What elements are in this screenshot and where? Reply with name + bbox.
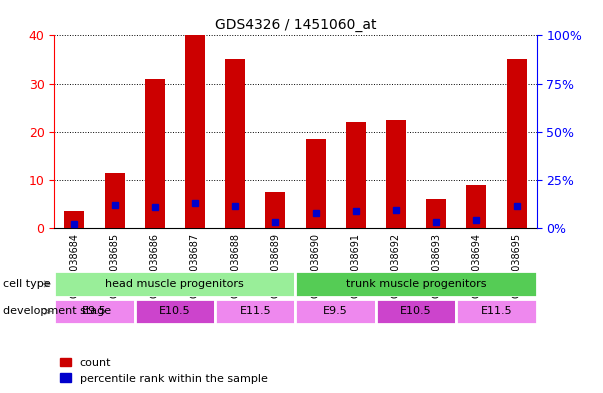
Bar [265,192,285,228]
Legend: count, percentile rank within the sample: count, percentile rank within the sample [60,358,268,384]
Bar [376,299,456,324]
Bar [295,271,537,297]
Bar [215,299,295,324]
Bar [346,122,366,228]
Text: E10.5: E10.5 [159,307,191,316]
Text: E9.5: E9.5 [82,307,107,316]
Bar [225,59,245,228]
Text: cell type: cell type [3,279,51,289]
Bar [54,271,295,297]
Title: GDS4326 / 1451060_at: GDS4326 / 1451060_at [215,18,376,31]
Bar [104,173,125,228]
Text: head muscle progenitors: head muscle progenitors [106,279,244,289]
Bar [185,35,205,228]
Bar [54,299,134,324]
Bar [507,59,526,228]
Text: trunk muscle progenitors: trunk muscle progenitors [346,279,487,289]
Bar [145,79,165,228]
Bar [456,299,537,324]
Text: development stage: development stage [3,307,111,316]
Text: E11.5: E11.5 [481,307,513,316]
Text: E11.5: E11.5 [239,307,271,316]
Bar [134,299,215,324]
Bar [306,139,326,228]
Bar [426,199,446,228]
Text: E10.5: E10.5 [400,307,432,316]
Bar [65,211,84,228]
Bar [386,119,406,228]
Bar [466,185,487,228]
Text: E9.5: E9.5 [323,307,348,316]
Bar [295,299,376,324]
